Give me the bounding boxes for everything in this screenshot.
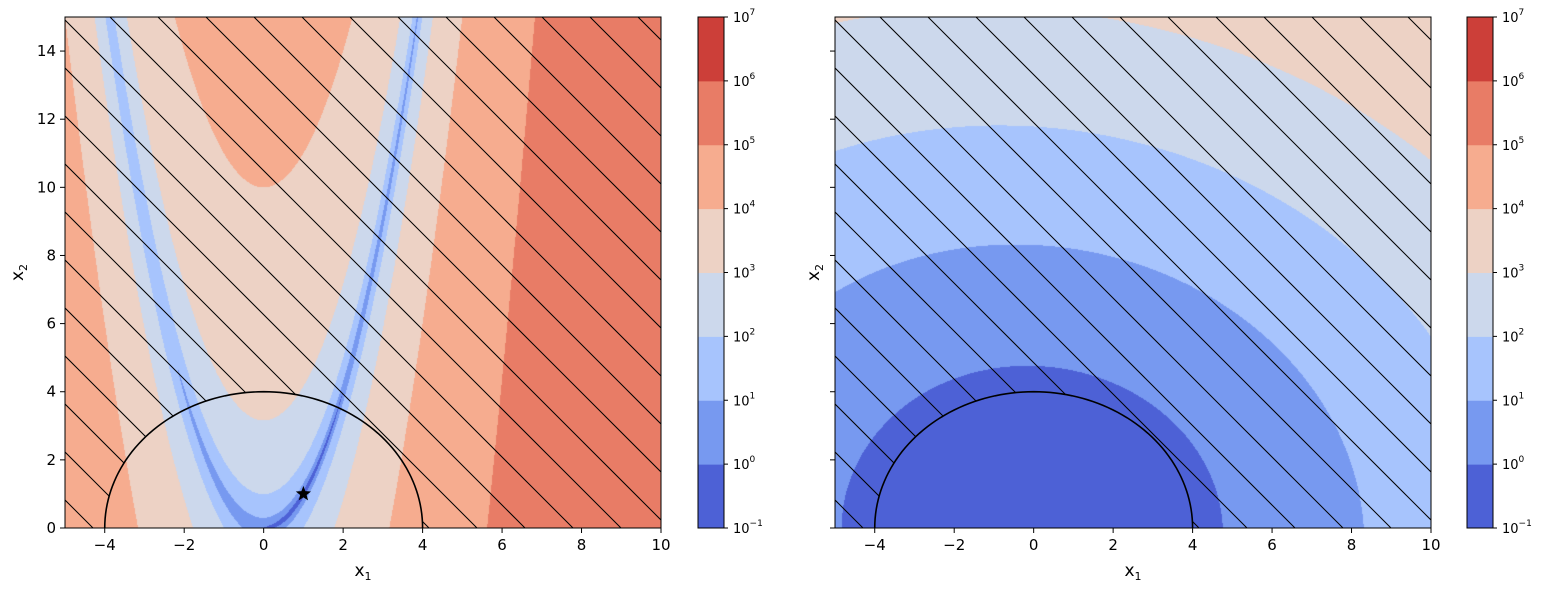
x-tick-label: 0 bbox=[259, 536, 269, 554]
x-tick-label: −4 bbox=[94, 536, 116, 554]
y-tick-label: 6 bbox=[46, 315, 56, 333]
optimum-star-marker bbox=[295, 485, 312, 501]
colorbar-segment bbox=[698, 17, 724, 82]
colorbar-tick-label: 10−1 bbox=[733, 519, 763, 537]
y-tick-label: 8 bbox=[46, 246, 56, 264]
colorbar-segment bbox=[698, 208, 724, 273]
x-tick-label: 2 bbox=[1108, 536, 1118, 554]
y-tick-label: 2 bbox=[46, 451, 56, 469]
colorbar-tick-label: 101 bbox=[733, 391, 755, 409]
colorbar-segment bbox=[1467, 400, 1493, 465]
x-tick-label: 6 bbox=[1267, 536, 1277, 554]
colorbar-tick-label: 101 bbox=[1502, 391, 1524, 409]
colorbar-segment bbox=[698, 144, 724, 210]
y-axis-label: x2 bbox=[8, 264, 30, 281]
y-tick-label: 12 bbox=[37, 110, 56, 128]
colorbar-tick-label: 102 bbox=[733, 327, 755, 345]
colorbar-tick-label: 107 bbox=[733, 8, 755, 26]
colorbar-segment bbox=[698, 336, 724, 401]
colorbar-tick-label: 103 bbox=[733, 264, 755, 282]
x-tick-label: −2 bbox=[943, 536, 965, 554]
colorbar-tick-label: 105 bbox=[733, 136, 755, 154]
colorbar-tick-label: 104 bbox=[733, 200, 756, 218]
colorbar: 10−1 100 101 102 103 104 105 106 107 bbox=[697, 8, 763, 537]
colorbar-tick-label: 107 bbox=[1502, 8, 1524, 26]
x-tick-label: 10 bbox=[1421, 536, 1440, 554]
colorbar-segment bbox=[1467, 80, 1493, 146]
colorbar-tick-label: 100 bbox=[733, 455, 756, 473]
colorbar-segment bbox=[698, 400, 724, 465]
x-tick-label: 2 bbox=[338, 536, 348, 554]
x-tick-label: 10 bbox=[651, 536, 670, 554]
panel-1: −4 −2 0 2 4 6 8 1002468101214x1x210−11001011021… bbox=[8, 8, 763, 583]
x-tick-label: −4 bbox=[864, 536, 886, 554]
colorbar-segment bbox=[698, 464, 724, 529]
y-tick-label: 10 bbox=[37, 178, 56, 196]
colorbar-tick-label: 10−1 bbox=[1502, 519, 1532, 537]
x-tick-label: 0 bbox=[1029, 536, 1039, 554]
hatch-region bbox=[65, 17, 661, 528]
colorbar-segment bbox=[1467, 464, 1493, 529]
colorbar: 10−1 100 101 102 103 104 105 106 107 bbox=[1466, 8, 1532, 537]
constraint-circle bbox=[873, 390, 1194, 529]
x-tick-label: −2 bbox=[173, 536, 195, 554]
colorbar-segment bbox=[698, 80, 724, 146]
axes-frame bbox=[834, 16, 1432, 529]
colorbar-tick-label: 100 bbox=[1502, 455, 1525, 473]
y-tick-label: 0 bbox=[46, 519, 56, 537]
contour-fill bbox=[835, 17, 1431, 528]
x-axis-label: x1 bbox=[354, 561, 371, 583]
hatch-region bbox=[835, 17, 1431, 528]
colorbar-tick-label: 106 bbox=[733, 72, 756, 90]
colorbar-segment bbox=[1467, 336, 1493, 401]
y-tick-label: 14 bbox=[37, 42, 56, 60]
colorbar-segment bbox=[1467, 144, 1493, 210]
colorbar-tick-label: 105 bbox=[1502, 136, 1524, 154]
colorbar-tick-label: 106 bbox=[1502, 72, 1525, 90]
colorbar-segment bbox=[1467, 272, 1493, 337]
x-tick-label: 4 bbox=[418, 536, 428, 554]
colorbar-tick-label: 104 bbox=[1502, 200, 1525, 218]
x-tick-label: 6 bbox=[497, 536, 507, 554]
constraint-circle bbox=[103, 390, 424, 529]
y-tick-label: 4 bbox=[46, 383, 56, 401]
x-tick-label: 4 bbox=[1188, 536, 1198, 554]
colorbar-tick-label: 103 bbox=[1502, 264, 1524, 282]
panel-2: −4 −2 0 2 4 6 8 10 x1 x2 10−1 100 101 102 103 104 105 106… bbox=[804, 8, 1532, 583]
colorbar-tick-label: 102 bbox=[1502, 327, 1524, 345]
colorbar-segment bbox=[1467, 17, 1493, 82]
y-axis-label: x2 bbox=[804, 264, 826, 281]
contour-fill bbox=[65, 17, 661, 528]
x-tick-label: 8 bbox=[577, 536, 587, 554]
axes-frame bbox=[64, 16, 662, 529]
x-tick-label: 8 bbox=[1347, 536, 1357, 554]
colorbar-segment bbox=[1467, 208, 1493, 273]
colorbar-segment bbox=[698, 272, 724, 337]
x-axis-label: x1 bbox=[1124, 561, 1141, 583]
